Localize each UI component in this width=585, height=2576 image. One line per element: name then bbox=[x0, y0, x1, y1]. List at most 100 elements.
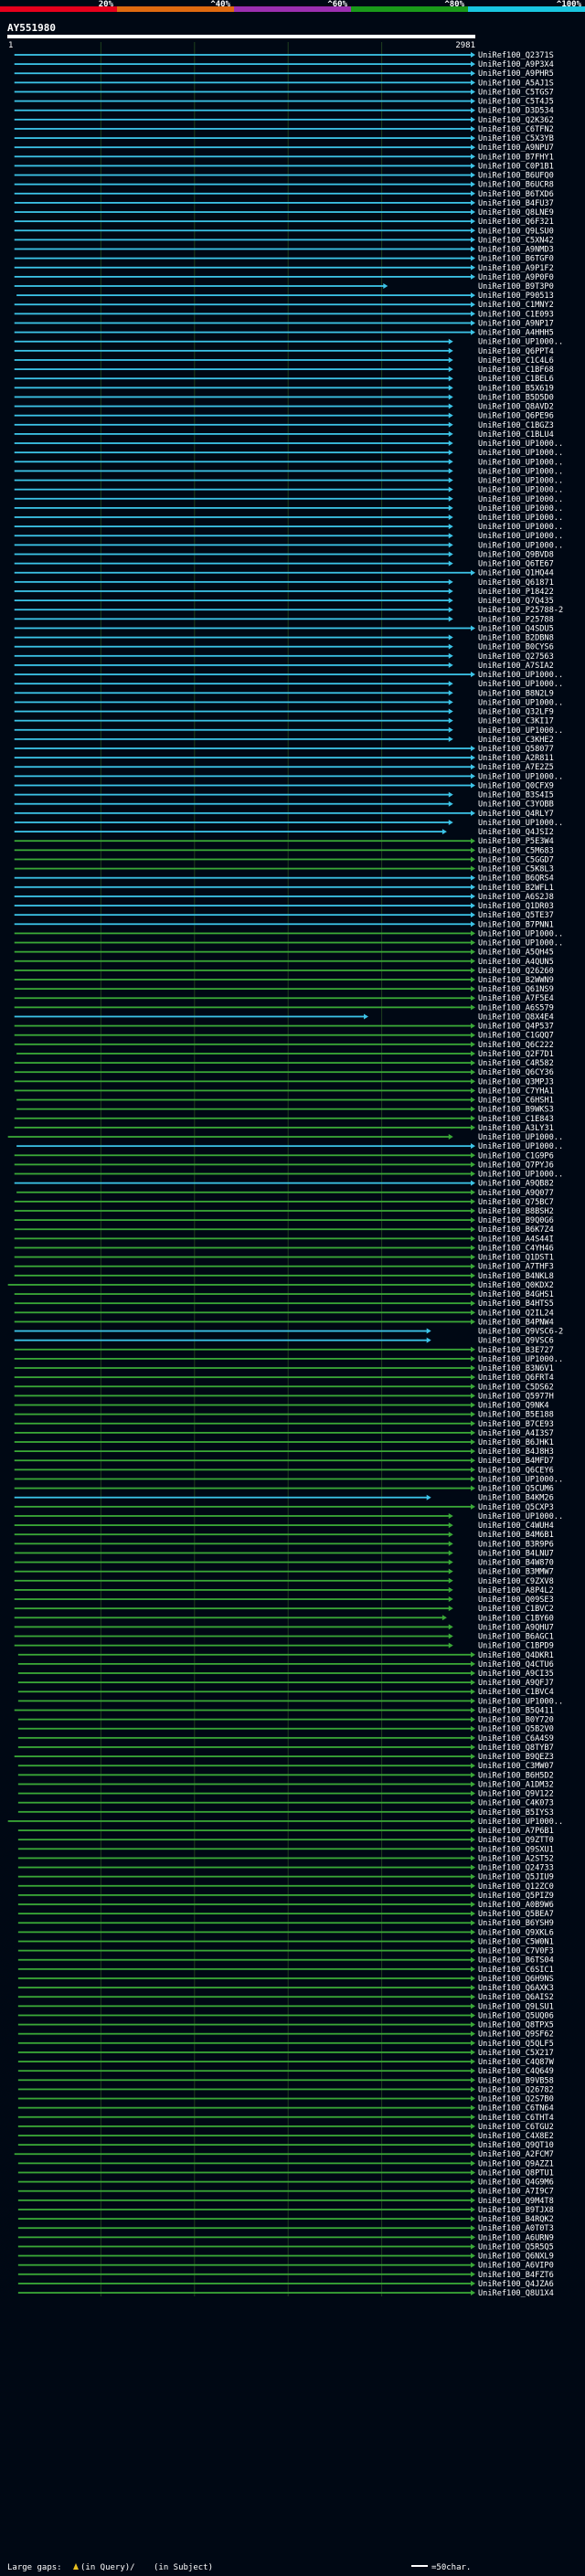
hit-bar bbox=[17, 2144, 472, 2147]
hit-label: UniRef100_Q8PTU1 bbox=[478, 2168, 554, 2178]
hit-bar bbox=[14, 775, 473, 778]
hit-bar bbox=[14, 1468, 473, 1471]
hit-bar bbox=[14, 1394, 473, 1397]
hit-bar bbox=[17, 2014, 472, 2017]
hit-bar bbox=[14, 303, 473, 306]
hit-label: UniRef100_A7SIA2 bbox=[478, 662, 554, 671]
hit-label: UniRef100_Q6PPT4 bbox=[478, 347, 554, 356]
hit-arrow-icon bbox=[448, 699, 453, 705]
hit-arrow-icon bbox=[471, 2021, 475, 2028]
hit-bar bbox=[17, 2115, 472, 2118]
hit-bar bbox=[14, 849, 473, 852]
hit-bar bbox=[14, 442, 450, 444]
hit-arrow-icon bbox=[448, 504, 453, 511]
hit-label: UniRef100_B6TXD6 bbox=[478, 190, 554, 199]
legend-scale-label: =50char. bbox=[431, 2563, 471, 2572]
hit-arrow-icon bbox=[471, 2040, 475, 2046]
hit-label: UniRef100_UP1000.. bbox=[478, 819, 563, 828]
hit-arrow-icon bbox=[448, 403, 453, 409]
hit-bar bbox=[14, 146, 473, 149]
hit-arrow-icon bbox=[471, 107, 475, 113]
hit-bar bbox=[14, 599, 450, 601]
hit-bar bbox=[17, 1765, 472, 1767]
hit-bar bbox=[14, 1330, 428, 1332]
hit-bar bbox=[17, 1922, 472, 1924]
scale-segment bbox=[234, 6, 352, 12]
chart-title: AY551980 bbox=[7, 22, 56, 34]
hit-arrow-icon bbox=[448, 486, 453, 493]
hit-bar bbox=[14, 81, 473, 84]
hit-label: UniRef100_B0Y720 bbox=[478, 1716, 554, 1725]
hit-bar bbox=[14, 692, 450, 694]
hit-bar bbox=[14, 914, 473, 917]
hit-arrow-icon bbox=[471, 1855, 475, 1861]
hit-label: UniRef100_Q9QT10 bbox=[478, 2141, 554, 2150]
hit-label: UniRef100_Q6CEY6 bbox=[478, 1466, 554, 1475]
hit-bar bbox=[14, 1598, 450, 1600]
hit-arrow-icon bbox=[471, 2104, 475, 2111]
hit-arrow-icon bbox=[471, 1956, 475, 1963]
scale-line bbox=[411, 2565, 428, 2567]
hit-bar bbox=[14, 747, 473, 749]
hit-label: UniRef100_Q5B2V0 bbox=[478, 1725, 554, 1734]
hit-arrow-icon bbox=[471, 154, 475, 160]
hit-bar bbox=[14, 571, 473, 574]
hit-arrow-icon bbox=[448, 560, 453, 567]
hit-arrow-icon bbox=[471, 755, 475, 761]
hit-bar bbox=[17, 1792, 472, 1795]
hit-label: UniRef100_Q8TPX5 bbox=[478, 2021, 554, 2030]
hit-arrow-icon bbox=[471, 2151, 475, 2157]
hit-bar bbox=[17, 1848, 472, 1850]
hit-arrow-icon bbox=[448, 736, 453, 742]
hit-label: UniRef100_UP1000.. bbox=[478, 477, 563, 486]
hit-label: UniRef100_Q6FRT4 bbox=[478, 1373, 554, 1383]
hit-label: UniRef100_B4LNU7 bbox=[478, 1549, 554, 1558]
hit-bar bbox=[17, 2209, 472, 2210]
hit-bar bbox=[14, 1579, 450, 1582]
hit-bar bbox=[14, 211, 473, 213]
hit-bar bbox=[14, 433, 450, 435]
hit-bar bbox=[14, 701, 450, 704]
hit-arrow-icon bbox=[471, 1781, 475, 1787]
hit-arrow-icon bbox=[448, 1541, 453, 1547]
hit-label: UniRef100_B4NKL8 bbox=[478, 1272, 554, 1281]
hit-arrow-icon bbox=[471, 1032, 475, 1038]
scale-label: ^40% bbox=[210, 0, 230, 9]
hit-label: UniRef100_C1E093 bbox=[478, 310, 554, 319]
hit-label: UniRef100_B4PNW4 bbox=[478, 1318, 554, 1327]
hit-label: UniRef100_Q9VSC6-2 bbox=[478, 1328, 563, 1337]
hit-label: UniRef100_C5TGS7 bbox=[478, 88, 554, 97]
hit-label: UniRef100_B3R9P6 bbox=[478, 1540, 554, 1549]
hit-label: UniRef100_Q2K362 bbox=[478, 116, 554, 125]
hit-label: UniRef100_Q0KDX2 bbox=[478, 1281, 554, 1290]
hit-arrow-icon bbox=[471, 1920, 475, 1926]
hit-arrow-icon bbox=[448, 1577, 453, 1584]
hit-arrow-icon bbox=[471, 1744, 475, 1750]
hit-arrow-icon bbox=[448, 662, 453, 668]
hit-bar bbox=[14, 710, 450, 713]
hit-bar bbox=[14, 896, 473, 897]
hit-label: UniRef100_Q6C222 bbox=[478, 1041, 554, 1050]
hit-arrow-icon bbox=[471, 1680, 475, 1686]
hit-arrow-icon bbox=[448, 690, 453, 696]
hit-label: UniRef100_Q8TYB7 bbox=[478, 1744, 554, 1753]
hit-label: UniRef100_Q1DR03 bbox=[478, 902, 554, 911]
hit-label: UniRef100_C3YOBB bbox=[478, 800, 554, 810]
hit-label: UniRef100_P90513 bbox=[478, 292, 554, 301]
hit-label: UniRef100_D3D534 bbox=[478, 107, 554, 116]
hit-label: UniRef100_Q2F7D1 bbox=[478, 1050, 554, 1059]
hit-bar bbox=[17, 1829, 472, 1831]
hit-label: UniRef100_C5XN42 bbox=[478, 236, 554, 245]
hit-label: UniRef100_A0T0T3 bbox=[478, 2224, 554, 2233]
hit-label: UniRef100_Q3MPJ3 bbox=[478, 1077, 554, 1087]
hit-label: UniRef100_B4FZT6 bbox=[478, 2271, 554, 2280]
hit-bar bbox=[17, 2106, 472, 2109]
hit-arrow-icon bbox=[448, 681, 453, 687]
hit-label: UniRef100_C1BEL6 bbox=[478, 375, 554, 384]
hit-arrow-icon bbox=[471, 1689, 475, 1695]
hit-arrow-icon bbox=[471, 61, 475, 68]
hit-arrow-icon bbox=[363, 1013, 368, 1020]
scale-label: 20% bbox=[99, 0, 114, 9]
hit-arrow-icon bbox=[471, 2234, 475, 2241]
hit-arrow-icon bbox=[448, 598, 453, 604]
